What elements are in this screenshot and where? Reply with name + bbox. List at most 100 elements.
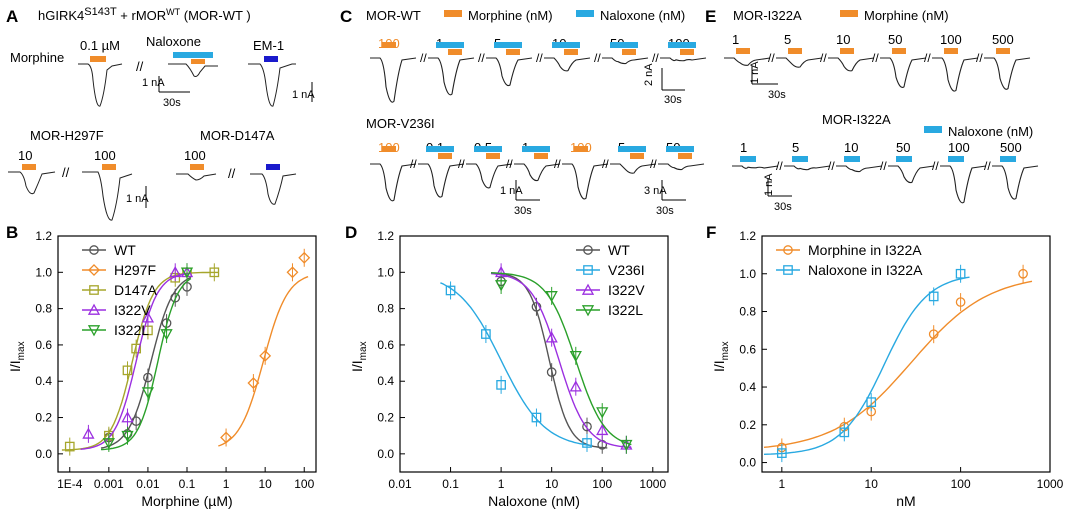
c-row2-nal-bar-2 — [474, 146, 502, 152]
b-legend-d147a-label: D147A — [114, 282, 157, 298]
d-legend-i322v-marker — [581, 283, 595, 295]
e-row1-trace-4 — [932, 57, 979, 92]
e-row2-nal-bar-0 — [740, 156, 756, 162]
b-ytick-label-2: 0.4 — [35, 374, 52, 388]
b-series-i322l-point-2 — [141, 387, 155, 399]
c-row2-break-5: // — [602, 157, 609, 171]
e-row2-break-5: // — [984, 159, 991, 173]
panel-c: C MOR-WT Morphine (nM) Naloxone (nM) 100… — [340, 7, 707, 217]
e-row2-conc-5: 500 — [1000, 140, 1022, 155]
e-row2-conc-2: 10 — [844, 140, 858, 155]
b-legend-wt-marker — [89, 245, 99, 255]
b-series-wt-point-5 — [170, 292, 181, 303]
naloxone-bar — [173, 52, 213, 58]
d-series-v236i-point-2 — [496, 380, 506, 390]
e-row1-break-4: // — [924, 51, 931, 65]
f-legend-naloxone-in-i322a-marker — [783, 265, 793, 275]
panel-a: A hGIRK4S143T + rMORWT (MOR-WT ) Morphin… — [6, 6, 315, 221]
c-row2-nal-bar-6 — [666, 146, 694, 152]
morphine-label: Morphine — [10, 50, 64, 65]
b-series-h297f-point-3 — [286, 266, 299, 279]
f-series-morphine-in-i322a-point-4 — [955, 297, 966, 307]
trace-a-nal — [168, 63, 218, 77]
trace-h297f-2 — [82, 171, 133, 221]
c-row2-break-6: // — [650, 157, 657, 171]
c-morph-legend: Morphine (nM) — [468, 8, 553, 23]
c-scale-t2-label: 30s — [514, 205, 532, 217]
d-ytick-label-4: 0.8 — [377, 302, 394, 316]
e-row2-nal-bar-4 — [948, 156, 964, 162]
b-series-i322l-fit — [100, 278, 192, 451]
d147a-c1: 100 — [184, 148, 206, 163]
f-letter: F — [706, 223, 716, 242]
b-legend-i322l-label: I322L — [114, 322, 149, 338]
h297f-c1: 10 — [18, 148, 32, 163]
c-row1-break-1: // — [420, 51, 427, 65]
scale-a-i-label: 1 nA — [142, 77, 165, 89]
c-row2-trace-6 — [658, 163, 705, 171]
trace-a-em1 — [248, 63, 296, 107]
c-row1-morph-bar-4 — [622, 49, 636, 55]
f-series-morphine-in-i322a-fit — [763, 280, 1033, 448]
d-legend-wt-marker — [583, 245, 593, 255]
d-legend-v236i-label: V236I — [608, 262, 645, 278]
e-scale-i2-label: 1 nA — [763, 173, 775, 196]
f-xtick-label-1: 10 — [865, 477, 879, 491]
d-series-wt-point-2 — [546, 367, 557, 378]
d-xtick-label-3: 10 — [545, 477, 559, 491]
b-series-i322v-point-3 — [169, 265, 182, 278]
e-row1-trace-5 — [984, 57, 1031, 90]
naloxone-label: Naloxone — [146, 34, 201, 49]
d-ytick-label-6: 1.2 — [377, 229, 394, 243]
d-legend-i322l-label: I322L — [608, 302, 643, 318]
scale-a-i3-label: 1 nA — [126, 193, 149, 205]
c-morph-legend-swatch — [444, 10, 462, 17]
c-nal-legend: Naloxone (nM) — [600, 8, 685, 23]
b-legend-i322l-marker — [87, 325, 101, 337]
e-row2-nal-bar-5 — [1000, 156, 1016, 162]
f-ytick-label-0: 0.0 — [739, 456, 756, 470]
e-row1-break-1: // — [768, 51, 775, 65]
b-series-h297f-point-0 — [220, 431, 233, 444]
e-row1-trace-2 — [828, 57, 875, 72]
d-series-v236i-point-0 — [445, 285, 456, 296]
b-series-i322l-point-0 — [102, 438, 115, 450]
c-row2-morph-bar-2 — [486, 153, 500, 159]
e-row1-morph-bar-3 — [892, 48, 906, 54]
d-ytick-label-1: 0.2 — [377, 411, 394, 425]
c-row2-break-1: // — [410, 157, 417, 171]
c-row2-trace-1 — [418, 163, 465, 198]
e-row1-break-5: // — [976, 51, 983, 65]
c-row2-morph-bar-1 — [438, 153, 452, 159]
c-row2-trace-3 — [514, 163, 561, 182]
em1-label: EM-1 — [253, 38, 284, 53]
c-row2-nal-bar-1 — [426, 146, 454, 152]
e-row2-trace-3 — [888, 165, 935, 184]
b-series-d147a-point-7 — [209, 267, 220, 278]
c-row1-trace-0 — [370, 57, 417, 103]
e-row1-traces: 1 5 // 10 // 50 // 100 // 500 // — [724, 32, 1031, 92]
c-scale-t-label: 30s — [664, 94, 682, 106]
c-row2-morph-bar-6 — [678, 153, 692, 159]
b-xtick-label-2: 0.01 — [136, 477, 160, 491]
d-ytick-label-2: 0.4 — [377, 374, 394, 388]
c-row1-trace-2 — [486, 57, 533, 87]
em1-bar — [264, 56, 278, 62]
c-nal-legend-swatch — [576, 10, 594, 17]
d-legend-wt-label: WT — [608, 242, 630, 258]
b-ylabel: I/Imax — [7, 341, 27, 372]
b-series-i322v-point-1 — [121, 411, 134, 423]
e-row2-nal-bar-3 — [896, 156, 912, 162]
h297f-bar1 — [22, 164, 36, 170]
c-v236i-label: MOR-V236I — [366, 116, 435, 131]
e-row1-trace-1 — [776, 57, 823, 68]
e-i322a-label: MOR-I322A — [733, 8, 802, 23]
f-xlabel: nM — [896, 493, 915, 509]
c-row2-break-4: // — [554, 157, 561, 171]
f-legend-morphine-in-i322a-marker — [783, 245, 793, 255]
e-row2-trace-4 — [940, 165, 987, 204]
d-series-wt-fit — [490, 272, 608, 449]
c-row1-nal-bar-1 — [436, 42, 464, 48]
b-xtick-label-6: 100 — [294, 477, 314, 491]
panel-a-title: hGIRK4S143T + rMORWT (MOR-WT ) — [38, 6, 251, 23]
